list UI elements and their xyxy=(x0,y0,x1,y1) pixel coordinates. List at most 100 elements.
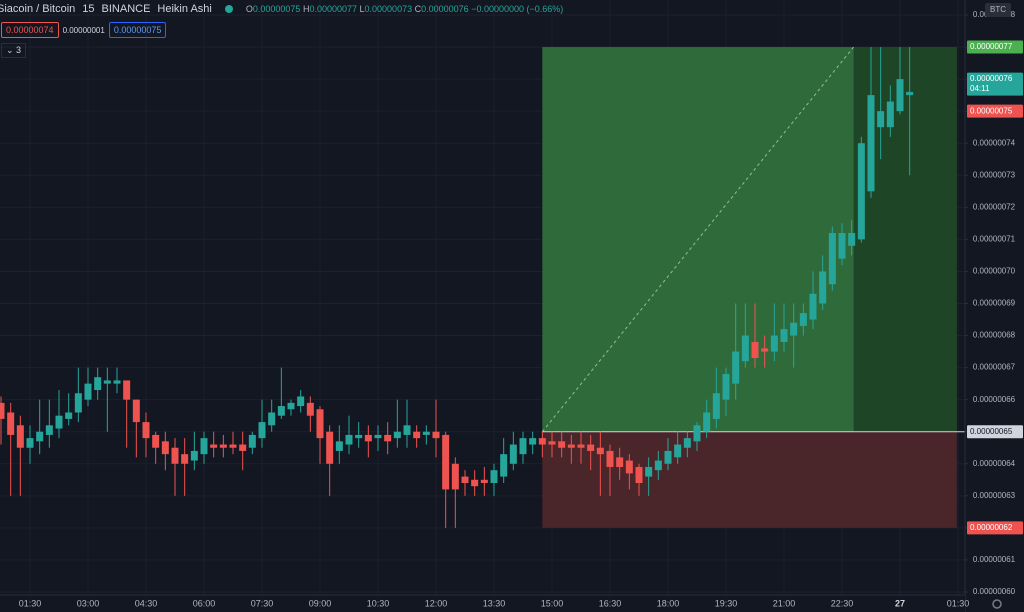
y-tick-label: 0.00000068 xyxy=(973,331,1016,340)
candle-body xyxy=(538,438,546,445)
candle-body xyxy=(819,271,827,304)
candle-body xyxy=(113,380,121,384)
x-tick-label: 16:30 xyxy=(599,598,622,608)
candle-body xyxy=(403,425,411,435)
candle-body xyxy=(277,406,285,416)
candle-body xyxy=(587,444,595,451)
chart-style: Heikin Ashi xyxy=(157,3,212,15)
legend-header: Siacoin / Bitcoin 15 BINANCE Heikin Ashi… xyxy=(0,3,563,15)
candle-body xyxy=(625,460,633,474)
candle-body xyxy=(577,444,585,448)
candle-body xyxy=(94,377,102,391)
x-tick-label: 21:00 xyxy=(773,598,796,608)
x-tick-label: 15:00 xyxy=(541,598,564,608)
status-dot xyxy=(224,5,233,13)
candle-body xyxy=(210,444,218,448)
candle-body xyxy=(306,402,314,416)
x-tick-label: 12:00 xyxy=(425,598,448,608)
candle-body xyxy=(809,293,817,320)
ohlc-value: 0.00000076 xyxy=(421,4,469,14)
x-tick-label: 04:30 xyxy=(135,598,158,608)
candle-body xyxy=(906,91,914,96)
candle-body xyxy=(355,434,363,439)
candle-body xyxy=(422,431,430,435)
candle-body xyxy=(683,438,691,448)
buy-button[interactable]: 0.00000075 xyxy=(108,22,167,38)
candle-body xyxy=(461,476,469,484)
change: −0.00000000 (−0.66%) xyxy=(471,4,564,14)
candle-body xyxy=(181,454,189,464)
candle-body xyxy=(200,438,208,455)
candle-body xyxy=(239,444,247,451)
candle-body xyxy=(0,402,5,419)
interval[interactable]: 15 xyxy=(82,3,95,15)
ohlc-value: 0.00000075 xyxy=(252,4,301,14)
currency-label: BTC xyxy=(990,5,1006,14)
candle-body xyxy=(838,232,846,259)
candle-body xyxy=(616,457,624,467)
candle-body xyxy=(219,444,227,448)
candle-body xyxy=(287,402,295,410)
y-tick-label: 0.00000066 xyxy=(973,395,1016,404)
candle-body xyxy=(558,441,566,448)
countdown: 04:11 xyxy=(970,84,990,93)
sell-button[interactable]: 0.00000074 xyxy=(1,22,59,38)
x-tick-label: 10:30 xyxy=(367,598,390,608)
candle-body xyxy=(335,441,343,451)
currency-badge xyxy=(985,3,1011,17)
ohlc-value: 0.00000077 xyxy=(309,4,357,14)
candle-body xyxy=(509,444,517,464)
y-tick-label: 0.00000071 xyxy=(973,234,1016,243)
candle-body xyxy=(799,313,807,326)
trade-buttons: 0.00000074 0.00000001 0.00000075 xyxy=(1,22,167,38)
price-badge xyxy=(967,72,1023,96)
candle-body xyxy=(393,431,401,439)
ohlc-key: O xyxy=(245,4,253,14)
symbol[interactable]: Siacoin / Bitcoin xyxy=(0,3,76,15)
y-tick-label: 0.00000072 xyxy=(973,202,1016,211)
x-tick-label: 03:00 xyxy=(77,598,100,608)
candle-body xyxy=(432,431,440,439)
candle-body xyxy=(722,374,730,400)
ohlc-value: 0.00000073 xyxy=(364,4,413,14)
x-tick-label: 09:00 xyxy=(309,598,332,608)
loss-zone xyxy=(542,431,957,528)
x-tick-label: 19:30 xyxy=(715,598,738,608)
candle-body xyxy=(36,431,44,442)
x-tick-label: 13:30 xyxy=(483,598,506,608)
candle-body xyxy=(780,329,788,342)
trade-path xyxy=(541,46,854,433)
y-tick-label: 0.00000074 xyxy=(973,138,1016,147)
x-tick-label: 01:30 xyxy=(19,598,42,608)
y-tick-label: 0.00000060 xyxy=(973,587,1016,596)
candle-body xyxy=(790,322,798,336)
candle-body xyxy=(703,412,711,432)
candle-body xyxy=(297,396,305,407)
candle-body xyxy=(316,409,324,439)
exchange: BINANCE xyxy=(101,3,151,15)
candle-body xyxy=(451,463,459,490)
candle-body xyxy=(751,341,759,358)
time-axis xyxy=(0,595,965,612)
settings-icon[interactable] xyxy=(992,599,1002,609)
candle-body xyxy=(490,470,498,484)
candle-body xyxy=(374,434,382,439)
candle-body xyxy=(529,438,537,445)
candle-body xyxy=(693,425,701,442)
candle-body xyxy=(480,479,488,484)
price-badge xyxy=(967,521,1023,535)
candle-body xyxy=(258,422,266,439)
candle-body xyxy=(171,447,179,464)
y-tick-label: 0.00000061 xyxy=(973,555,1016,564)
indicators-toggle[interactable]: ⌄ 3 xyxy=(1,43,27,58)
candle-body xyxy=(7,412,15,435)
ohlc-key: H xyxy=(302,4,310,14)
candle-body xyxy=(741,335,749,362)
candle-body xyxy=(606,450,614,467)
candle-body xyxy=(132,399,140,423)
x-tick-label: 22:30 xyxy=(831,598,854,608)
y-tick-label: 0.00000064 xyxy=(973,459,1016,468)
price-badge xyxy=(967,40,1023,54)
